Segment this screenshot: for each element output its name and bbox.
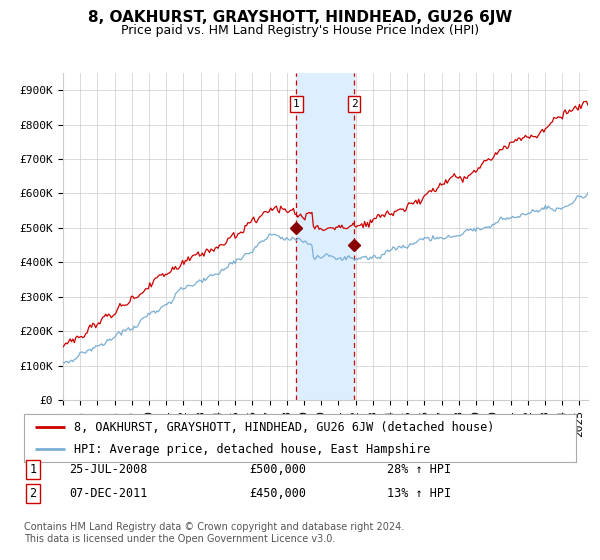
Text: 28% ↑ HPI: 28% ↑ HPI [387, 463, 451, 476]
Text: 1: 1 [293, 99, 300, 109]
Text: Price paid vs. HM Land Registry's House Price Index (HPI): Price paid vs. HM Land Registry's House … [121, 24, 479, 36]
Text: 25-JUL-2008: 25-JUL-2008 [69, 463, 148, 476]
Text: 1: 1 [29, 463, 37, 476]
Text: 8, OAKHURST, GRAYSHOTT, HINDHEAD, GU26 6JW: 8, OAKHURST, GRAYSHOTT, HINDHEAD, GU26 6… [88, 10, 512, 25]
Text: 07-DEC-2011: 07-DEC-2011 [69, 487, 148, 501]
Text: £450,000: £450,000 [249, 487, 306, 501]
Text: 2: 2 [29, 487, 37, 501]
Text: 8, OAKHURST, GRAYSHOTT, HINDHEAD, GU26 6JW (detached house): 8, OAKHURST, GRAYSHOTT, HINDHEAD, GU26 6… [74, 421, 494, 434]
Text: HPI: Average price, detached house, East Hampshire: HPI: Average price, detached house, East… [74, 442, 430, 456]
Text: 13% ↑ HPI: 13% ↑ HPI [387, 487, 451, 501]
Text: Contains HM Land Registry data © Crown copyright and database right 2024.
This d: Contains HM Land Registry data © Crown c… [24, 522, 404, 544]
Bar [296, 73, 354, 400]
Text: £500,000: £500,000 [249, 463, 306, 476]
Text: 2: 2 [351, 99, 358, 109]
